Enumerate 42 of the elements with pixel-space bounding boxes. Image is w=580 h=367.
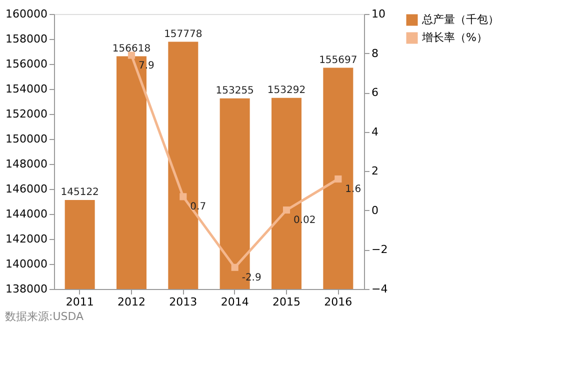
- point: [334, 175, 342, 183]
- y2-tick-label: −4: [372, 282, 388, 296]
- y-tick-label: 146000: [6, 182, 48, 196]
- y2-tick-label: 8: [372, 46, 378, 60]
- source-note: 数据来源:USDA: [5, 310, 84, 323]
- x-tick-label: 2014: [220, 296, 249, 308]
- data-label: 0.7: [190, 202, 206, 213]
- y2-tick-label: 6: [372, 86, 378, 100]
- point: [180, 193, 187, 200]
- data-label: 156618: [112, 43, 151, 54]
- y2-tick-label: 4: [372, 125, 378, 138]
- y-tick-label: 158000: [6, 32, 48, 46]
- data-label: 7.9: [138, 60, 154, 72]
- legend-label: 总产量（千包）: [421, 13, 499, 26]
- data-label: 145122: [60, 186, 99, 198]
- y-tick-label: 154000: [6, 82, 48, 96]
- y2-tick-label: 2: [372, 164, 378, 178]
- x-tick-label: 2015: [272, 296, 300, 308]
- x-tick-label: 2012: [118, 296, 146, 308]
- y2-tick-label: 0: [372, 204, 378, 217]
- data-label: 157778: [164, 28, 202, 40]
- y-tick-label: 142000: [6, 232, 48, 246]
- point: [128, 52, 136, 59]
- x-tick-label: 2016: [324, 296, 352, 308]
- data-label: 153292: [267, 84, 306, 96]
- y2-tick-label: −2: [372, 243, 388, 256]
- y-tick-label: 156000: [6, 58, 48, 70]
- legend-label: 增长率（%）: [421, 31, 488, 44]
- y-tick-label: 152000: [6, 108, 48, 120]
- x-tick-label: 2011: [66, 296, 94, 308]
- y-tick-label: 148000: [6, 158, 48, 170]
- point: [231, 264, 238, 271]
- y-tick-label: 144000: [6, 208, 48, 220]
- x-tick-label: 2013: [169, 296, 198, 308]
- y-tick-label: 160000: [6, 8, 48, 20]
- y-tick-label: 150000: [6, 132, 48, 146]
- y-tick-label: 138000: [6, 282, 48, 296]
- data-label: 155697: [319, 54, 358, 66]
- y2-tick-label: 10: [372, 8, 386, 20]
- data-label: 153255: [216, 85, 254, 96]
- y-tick-label: 140000: [6, 258, 48, 270]
- point: [282, 206, 290, 214]
